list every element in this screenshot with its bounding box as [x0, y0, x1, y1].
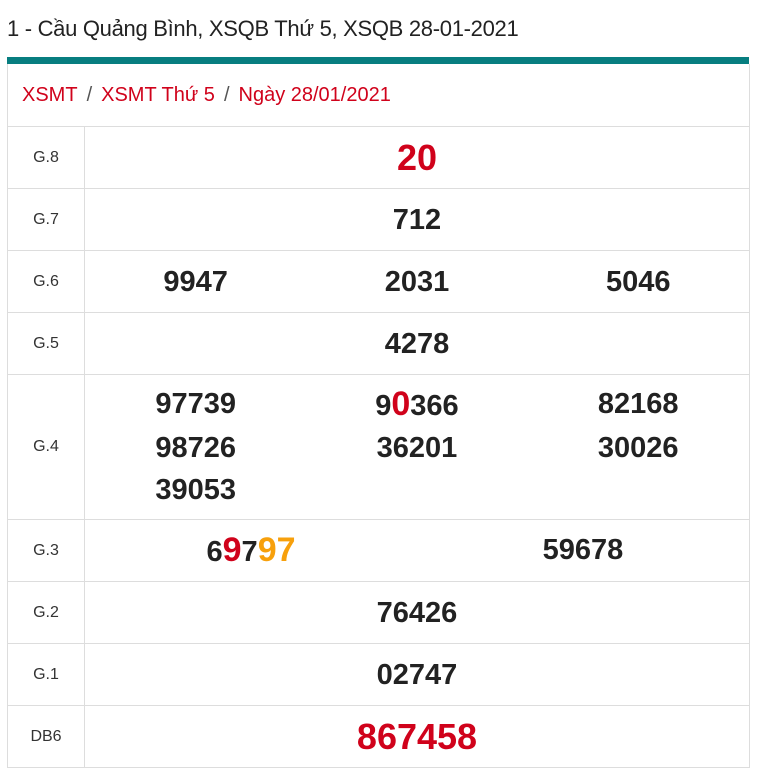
table-row: G.3 69797 59678 — [8, 519, 749, 582]
accent-bar — [7, 57, 749, 64]
prize-number: 5046 — [528, 261, 749, 303]
table-row: G.8 20 — [8, 127, 749, 189]
prize-numbers-cell: 02747 — [84, 643, 749, 706]
table-row: DB6 867458 — [8, 705, 749, 768]
prize-label: G.7 — [8, 188, 85, 251]
number-digits: 20 — [396, 136, 438, 178]
prize-number: 712 — [85, 199, 749, 241]
prize-number: 867458 — [85, 716, 749, 758]
prize-numbers-cell: 867458 — [84, 705, 749, 768]
number-digits: 9 — [222, 530, 242, 569]
number-digits: 6 — [206, 535, 223, 568]
prize-label: G.4 — [8, 374, 85, 520]
prize-numbers-cell: 9947 2031 5046 — [84, 250, 749, 313]
number-digits: 9947 — [163, 265, 228, 298]
table-row: G.5 4278 — [8, 312, 749, 375]
prize-number: 97739 — [85, 383, 306, 427]
number-digits: 9 — [375, 390, 392, 422]
prize-number: 98726 — [85, 427, 306, 469]
prize-label: G.5 — [8, 312, 85, 375]
prize-numbers: 76426 — [85, 592, 749, 634]
results-table: G.8 20 G.7 712 G.6 9947 2031 5046 G.5 4278 G.4 9773… — [8, 127, 749, 768]
number-digits: 36201 — [376, 432, 458, 464]
breadcrumb-link[interactable]: Ngày 28/01/2021 — [238, 84, 391, 106]
breadcrumb-separator: / — [86, 84, 93, 106]
prize-label: G.6 — [8, 250, 85, 313]
table-row: G.2 76426 — [8, 581, 749, 644]
prize-label: G.8 — [8, 127, 85, 189]
prize-numbers: 69797 59678 — [85, 529, 749, 573]
prize-numbers: 9947 2031 5046 — [85, 261, 749, 303]
number-digits: 30026 — [597, 432, 679, 464]
prize-number: 59678 — [417, 529, 749, 573]
prize-number: 39053 — [85, 469, 306, 511]
prize-label: G.1 — [8, 643, 85, 706]
prize-number: 82168 — [528, 383, 749, 427]
breadcrumb-separator: / — [223, 84, 230, 106]
breadcrumb-link[interactable]: XSMT Thứ 5 — [101, 84, 215, 106]
number-digits: 02747 — [376, 658, 458, 691]
prize-number: 2031 — [306, 261, 527, 303]
page-title: 1 - Cầu Quảng Bình, XSQB Thứ 5, XSQB 28-… — [7, 16, 519, 41]
prize-label: G.2 — [8, 581, 85, 644]
number-digits: 712 — [392, 203, 442, 236]
prize-numbers-cell: 4278 — [84, 312, 749, 375]
prize-numbers: 02747 — [85, 654, 749, 696]
prize-number: 9947 — [85, 261, 306, 303]
table-row: G.6 9947 2031 5046 — [8, 250, 749, 313]
prize-numbers-cell: 97739 90366 82168 98726 36201 30026 39053 — [84, 374, 749, 520]
table-row: G.4 97739 90366 82168 98726 36201 30026 39053 — [8, 374, 749, 520]
prize-number: 76426 — [85, 592, 749, 634]
prize-numbers: 712 — [85, 199, 749, 241]
number-digits: 97 — [257, 530, 296, 569]
prize-number: 90366 — [306, 383, 527, 427]
number-digits: 82168 — [597, 388, 679, 420]
number-digits: 4278 — [384, 327, 450, 360]
number-digits: 366 — [410, 390, 459, 422]
prize-numbers-cell: 20 — [84, 127, 749, 189]
results-box: XSMT / XSMT Thứ 5 / Ngày 28/01/2021 G.8 20 G.7… — [7, 64, 750, 768]
prize-numbers: 4278 — [85, 323, 749, 365]
prize-number: 36201 — [306, 427, 527, 469]
table-row: G.7 712 — [8, 188, 749, 251]
breadcrumb: XSMT / XSMT Thứ 5 / Ngày 28/01/2021 — [8, 64, 749, 127]
number-digits: 7 — [241, 535, 258, 568]
prize-numbers-cell: 69797 59678 — [84, 519, 749, 582]
prize-numbers-cell: 76426 — [84, 581, 749, 644]
prize-number: 20 — [85, 137, 749, 179]
table-row: G.1 02747 — [8, 643, 749, 706]
prize-numbers: 20 — [85, 137, 749, 179]
prize-number: 4278 — [85, 323, 749, 365]
number-digits: 0 — [391, 385, 411, 423]
number-digits: 98726 — [155, 432, 236, 464]
number-digits: 2031 — [384, 265, 450, 298]
prize-label: G.3 — [8, 519, 85, 582]
number-digits: 97739 — [155, 388, 236, 420]
number-digits: 39053 — [155, 474, 236, 506]
prize-number: 69797 — [85, 529, 417, 573]
number-digits: 59678 — [542, 533, 624, 566]
number-digits: 76426 — [376, 596, 458, 629]
prize-number: 30026 — [528, 427, 749, 469]
number-digits: 867458 — [356, 715, 478, 757]
prize-numbers: 867458 — [85, 716, 749, 758]
breadcrumb-link[interactable]: XSMT — [22, 84, 78, 106]
prize-numbers-cell: 712 — [84, 188, 749, 251]
prize-numbers: 97739 90366 82168 98726 36201 30026 39053 — [85, 383, 749, 511]
number-digits: 5046 — [605, 265, 671, 298]
prize-label: DB6 — [8, 705, 85, 768]
prize-number: 02747 — [85, 654, 749, 696]
